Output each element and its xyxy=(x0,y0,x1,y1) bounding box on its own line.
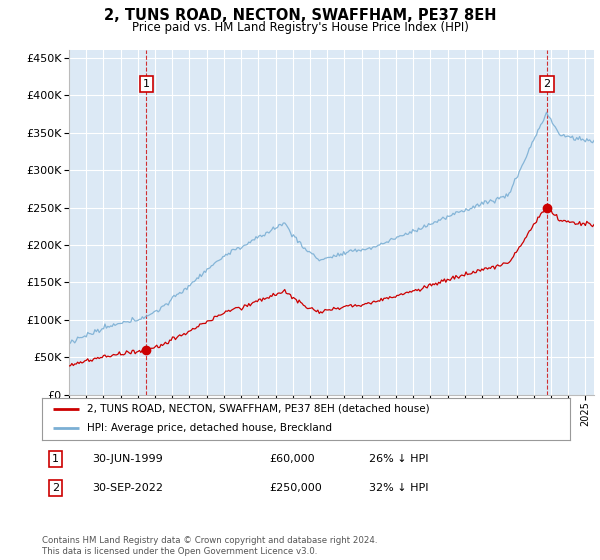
Text: £250,000: £250,000 xyxy=(269,483,322,493)
Text: £60,000: £60,000 xyxy=(269,454,314,464)
Text: 2: 2 xyxy=(543,79,550,89)
Text: 26% ↓ HPI: 26% ↓ HPI xyxy=(370,454,429,464)
Text: Price paid vs. HM Land Registry's House Price Index (HPI): Price paid vs. HM Land Registry's House … xyxy=(131,21,469,34)
Text: 2: 2 xyxy=(52,483,59,493)
Text: Contains HM Land Registry data © Crown copyright and database right 2024.
This d: Contains HM Land Registry data © Crown c… xyxy=(42,536,377,556)
Text: 30-SEP-2022: 30-SEP-2022 xyxy=(92,483,163,493)
Text: HPI: Average price, detached house, Breckland: HPI: Average price, detached house, Brec… xyxy=(87,423,332,433)
Text: 30-JUN-1999: 30-JUN-1999 xyxy=(92,454,163,464)
Text: 1: 1 xyxy=(143,79,150,89)
Text: 2, TUNS ROAD, NECTON, SWAFFHAM, PE37 8EH (detached house): 2, TUNS ROAD, NECTON, SWAFFHAM, PE37 8EH… xyxy=(87,404,430,414)
Text: 2, TUNS ROAD, NECTON, SWAFFHAM, PE37 8EH: 2, TUNS ROAD, NECTON, SWAFFHAM, PE37 8EH xyxy=(104,8,496,24)
Text: 1: 1 xyxy=(52,454,59,464)
Text: 32% ↓ HPI: 32% ↓ HPI xyxy=(370,483,429,493)
